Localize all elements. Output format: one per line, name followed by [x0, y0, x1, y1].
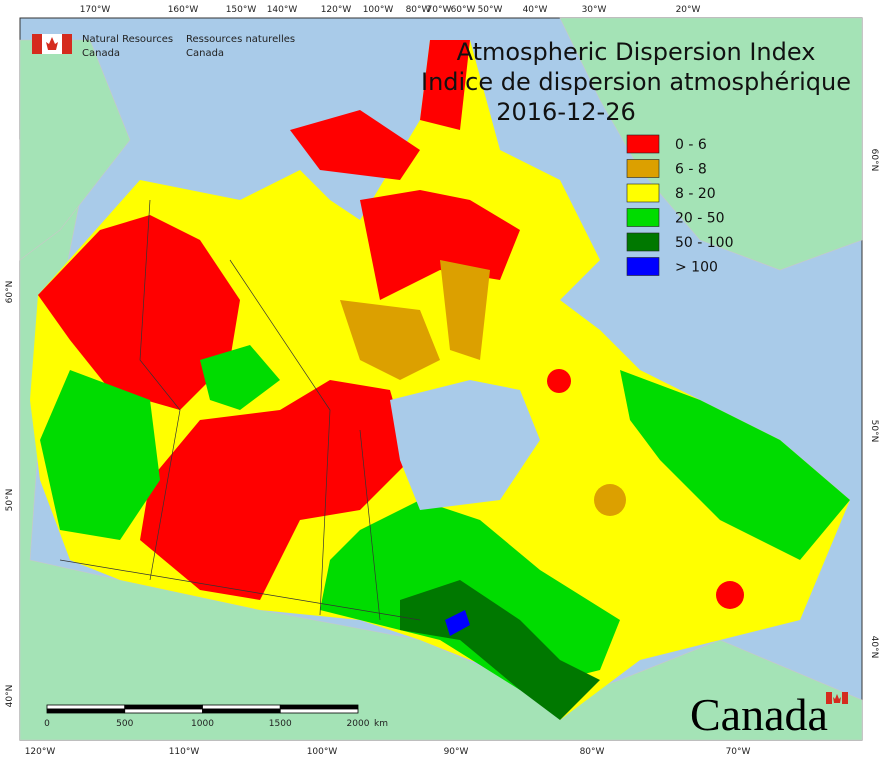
scale-segment [124, 704, 203, 710]
scale-label: 500 [116, 719, 133, 729]
scale-segment [202, 708, 281, 714]
scale-segment [46, 708, 126, 714]
legend-swatch [626, 257, 660, 276]
graticule-label-top: 30°W [582, 5, 607, 15]
canada-flag [826, 692, 848, 704]
graticule-label-bottom: 90°W [444, 747, 469, 757]
scale-segment [202, 704, 281, 710]
scale-segment [279, 708, 359, 714]
legend-label: 50 - 100 [675, 235, 734, 251]
wordmark: Canada [690, 689, 828, 740]
graticule-label-top: 70°W [427, 5, 452, 15]
legend-swatch [626, 183, 660, 203]
legend-swatch [626, 232, 660, 252]
agency-en: Canada [82, 48, 120, 59]
agency-en: Natural Resources [82, 34, 173, 45]
scale-segment [46, 704, 126, 710]
graticule-label-top: 60°W [451, 5, 476, 15]
graticule-label-top: 20°W [676, 5, 701, 15]
date: 2016-12-26 [496, 98, 635, 126]
graticule-label-bottom: 110°W [169, 747, 200, 757]
nrcan-flag [32, 34, 72, 54]
title: Indice de dispersion atmosphérique [421, 68, 851, 96]
land [19, 17, 863, 741]
graticule-label-bottom: 100°W [307, 747, 338, 757]
graticule-label-top: 170°W [80, 5, 111, 15]
graticule-label-left: 50°N [5, 489, 15, 512]
graticule-label-top: 50°W [478, 5, 503, 15]
graticule-label-left: 40°N [5, 685, 15, 708]
graticule-label-right: 50°N [869, 420, 879, 443]
scale-segment [124, 708, 203, 714]
legend-label: 8 - 20 [675, 186, 716, 202]
title: Atmospheric Dispersion Index [457, 38, 816, 66]
graticule-label-top: 100°W [363, 5, 394, 15]
scale-bar: 0 500 1000 1500 2000 km [44, 704, 388, 729]
legend-label: 6 - 8 [675, 162, 707, 178]
graticule-label-left: 60°N [5, 281, 15, 304]
legend-label: 20 - 50 [675, 211, 725, 227]
legend-swatch [626, 134, 660, 154]
legend-label: > 100 [675, 260, 718, 276]
graticule-label-right: 60°N [869, 149, 879, 172]
legend-label: 0 - 6 [675, 137, 707, 153]
graticule-label-top: 140°W [267, 5, 298, 15]
boundaries [59, 199, 421, 621]
canada-dispersion [30, 40, 850, 720]
legend-swatch [626, 159, 660, 178]
scale-segment [279, 704, 359, 710]
graticule-label-top: 40°W [523, 5, 548, 15]
graticule-label-bottom: 70°W [726, 747, 751, 757]
agency-fr: Canada [186, 48, 224, 59]
graticule-label-right: 40°N [869, 636, 879, 659]
graticule-label-top: 120°W [321, 5, 352, 15]
scale-unit: km [374, 719, 388, 729]
scale-label: 1500 [269, 719, 292, 729]
scale-label: 1000 [191, 719, 214, 729]
graticule-label-top: 150°W [226, 5, 257, 15]
graticule-label-top: 80°W [406, 5, 431, 15]
graticule-label-bottom: 80°W [580, 747, 605, 757]
scale-label: 2000 [347, 719, 370, 729]
legend-swatch [626, 208, 660, 227]
scale-label: 0 [44, 719, 50, 729]
graticule-label-bottom: 120°W [25, 747, 56, 757]
graticule-label-top: 160°W [168, 5, 199, 15]
agency-fr: Ressources naturelles [186, 34, 295, 45]
